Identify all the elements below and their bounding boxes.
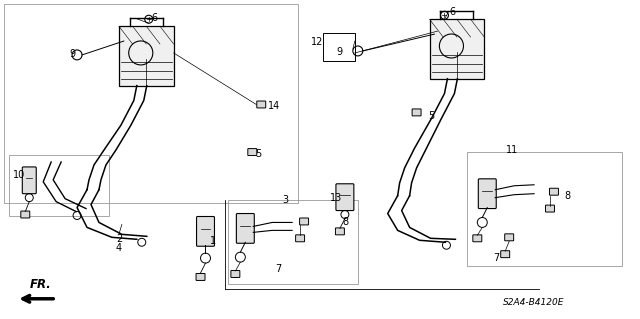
Text: 5: 5 bbox=[429, 111, 435, 122]
FancyBboxPatch shape bbox=[335, 228, 344, 235]
Text: 7: 7 bbox=[275, 264, 282, 274]
FancyBboxPatch shape bbox=[550, 188, 559, 195]
Bar bbox=[467, 152, 621, 266]
FancyBboxPatch shape bbox=[248, 149, 257, 156]
FancyBboxPatch shape bbox=[21, 211, 30, 218]
Bar bbox=[10, 155, 109, 217]
FancyBboxPatch shape bbox=[231, 271, 240, 278]
FancyBboxPatch shape bbox=[412, 109, 421, 116]
Text: 12: 12 bbox=[310, 37, 323, 47]
Text: FR.: FR. bbox=[29, 278, 51, 291]
FancyBboxPatch shape bbox=[196, 217, 214, 246]
Bar bbox=[429, 19, 484, 79]
Text: 8: 8 bbox=[564, 191, 570, 201]
FancyBboxPatch shape bbox=[473, 235, 482, 242]
Text: 8: 8 bbox=[342, 218, 348, 227]
Bar bbox=[323, 33, 355, 61]
Text: 9: 9 bbox=[337, 47, 343, 57]
Text: 13: 13 bbox=[330, 193, 342, 203]
FancyBboxPatch shape bbox=[236, 213, 254, 243]
FancyBboxPatch shape bbox=[500, 251, 509, 258]
FancyBboxPatch shape bbox=[505, 234, 514, 241]
Text: 6: 6 bbox=[449, 7, 456, 17]
Text: 2: 2 bbox=[116, 234, 122, 244]
FancyBboxPatch shape bbox=[257, 101, 266, 108]
FancyBboxPatch shape bbox=[296, 235, 305, 242]
Text: 14: 14 bbox=[268, 100, 280, 110]
FancyBboxPatch shape bbox=[478, 179, 496, 209]
FancyBboxPatch shape bbox=[336, 184, 354, 211]
Text: 6: 6 bbox=[152, 13, 158, 23]
FancyBboxPatch shape bbox=[22, 167, 36, 194]
Bar bbox=[228, 200, 358, 284]
Text: 10: 10 bbox=[13, 170, 26, 180]
Text: 5: 5 bbox=[255, 149, 262, 159]
Text: 4: 4 bbox=[116, 243, 122, 253]
FancyBboxPatch shape bbox=[545, 205, 554, 212]
FancyBboxPatch shape bbox=[196, 273, 205, 280]
Bar bbox=[4, 4, 298, 203]
Bar bbox=[119, 26, 173, 85]
Text: S2A4-B4120E: S2A4-B4120E bbox=[503, 298, 565, 307]
Text: 1: 1 bbox=[209, 236, 216, 246]
FancyBboxPatch shape bbox=[300, 218, 308, 225]
Text: 7: 7 bbox=[493, 253, 499, 263]
Text: 9: 9 bbox=[69, 49, 76, 59]
Text: 3: 3 bbox=[282, 195, 288, 205]
Text: 11: 11 bbox=[506, 145, 518, 155]
